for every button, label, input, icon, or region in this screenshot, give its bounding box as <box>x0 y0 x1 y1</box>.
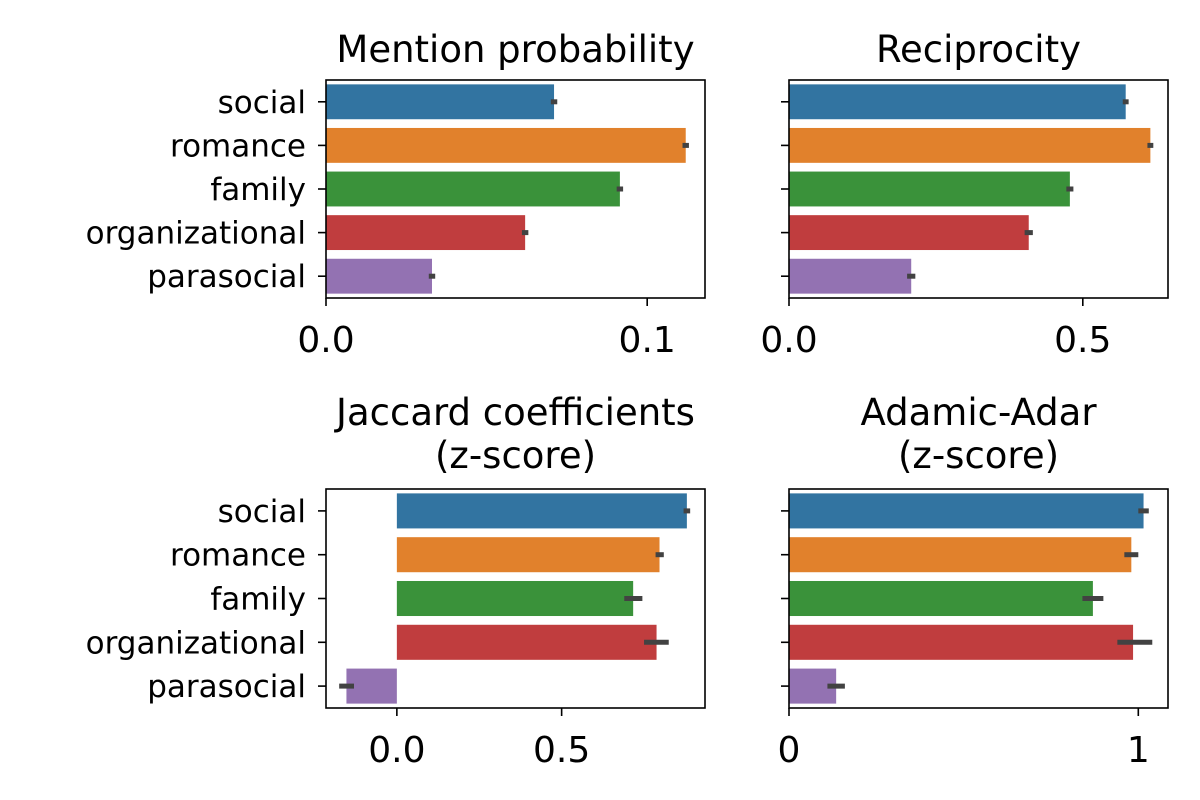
bar-social <box>789 493 1144 529</box>
chart-title-line: (z-score) <box>435 434 596 477</box>
bar-parasocial <box>789 258 912 294</box>
x-tick-label: 0.0 <box>760 320 817 361</box>
bar-organizational <box>326 215 526 251</box>
category-label-romance: romance <box>170 128 306 164</box>
chart-title-line: Jaccard coefficients <box>334 391 695 434</box>
category-label-organizational: organizational <box>86 625 306 661</box>
panel-adamic-adar: Adamic-Adar(z-score) 0 1 <box>778 391 1169 771</box>
category-label-social: social <box>218 85 306 121</box>
bar-parasocial <box>326 258 432 294</box>
x-tick-label: 0.1 <box>619 320 676 361</box>
x-tick-label: 0.5 <box>533 730 590 771</box>
panel-jaccard: Jaccard coefficients(z-score) social roman… <box>86 391 706 771</box>
x-tick-label: 1 <box>1127 730 1150 771</box>
plot-frame <box>325 488 706 709</box>
bar-social <box>326 84 555 120</box>
panel-mention-probability: Mention probability social romance family or… <box>86 28 706 361</box>
bar-romance <box>789 127 1151 163</box>
bar-organizational <box>789 624 1134 660</box>
bar-social <box>396 493 687 529</box>
chart-title-line: Reciprocity <box>876 28 1081 71</box>
bar-parasocial <box>346 668 397 704</box>
bar-family <box>396 580 634 617</box>
chart-title-line: Adamic-Adar <box>860 391 1097 434</box>
bar-romance <box>396 537 660 573</box>
bar-romance <box>326 127 686 163</box>
category-label-family: family <box>210 172 306 208</box>
panel-reciprocity: Reciprocity 0.0 0.5 <box>760 28 1169 361</box>
bar-family <box>789 580 1093 617</box>
bar-organizational <box>396 624 657 660</box>
bar-social <box>789 84 1126 120</box>
category-label-parasocial: parasocial <box>147 259 306 295</box>
x-tick-label: 0.0 <box>368 730 425 771</box>
bar-organizational <box>789 215 1029 251</box>
plot-frame <box>788 488 1169 709</box>
plot-frame <box>788 79 1169 299</box>
category-label-organizational: organizational <box>86 216 306 252</box>
x-tick-label: 0.0 <box>297 320 354 361</box>
x-tick-label: 0.5 <box>1054 320 1111 361</box>
bar-family <box>789 171 1070 207</box>
category-label-social: social <box>218 494 306 530</box>
chart-title-line: (z-score) <box>898 434 1059 477</box>
category-label-family: family <box>210 582 306 618</box>
category-label-parasocial: parasocial <box>147 669 306 705</box>
chart-title-line: Mention probability <box>336 28 694 71</box>
bar-romance <box>789 537 1132 573</box>
x-tick-label: 0 <box>778 730 801 771</box>
plot-frame <box>325 79 706 299</box>
category-label-romance: romance <box>170 538 306 574</box>
bar-family <box>326 171 620 207</box>
